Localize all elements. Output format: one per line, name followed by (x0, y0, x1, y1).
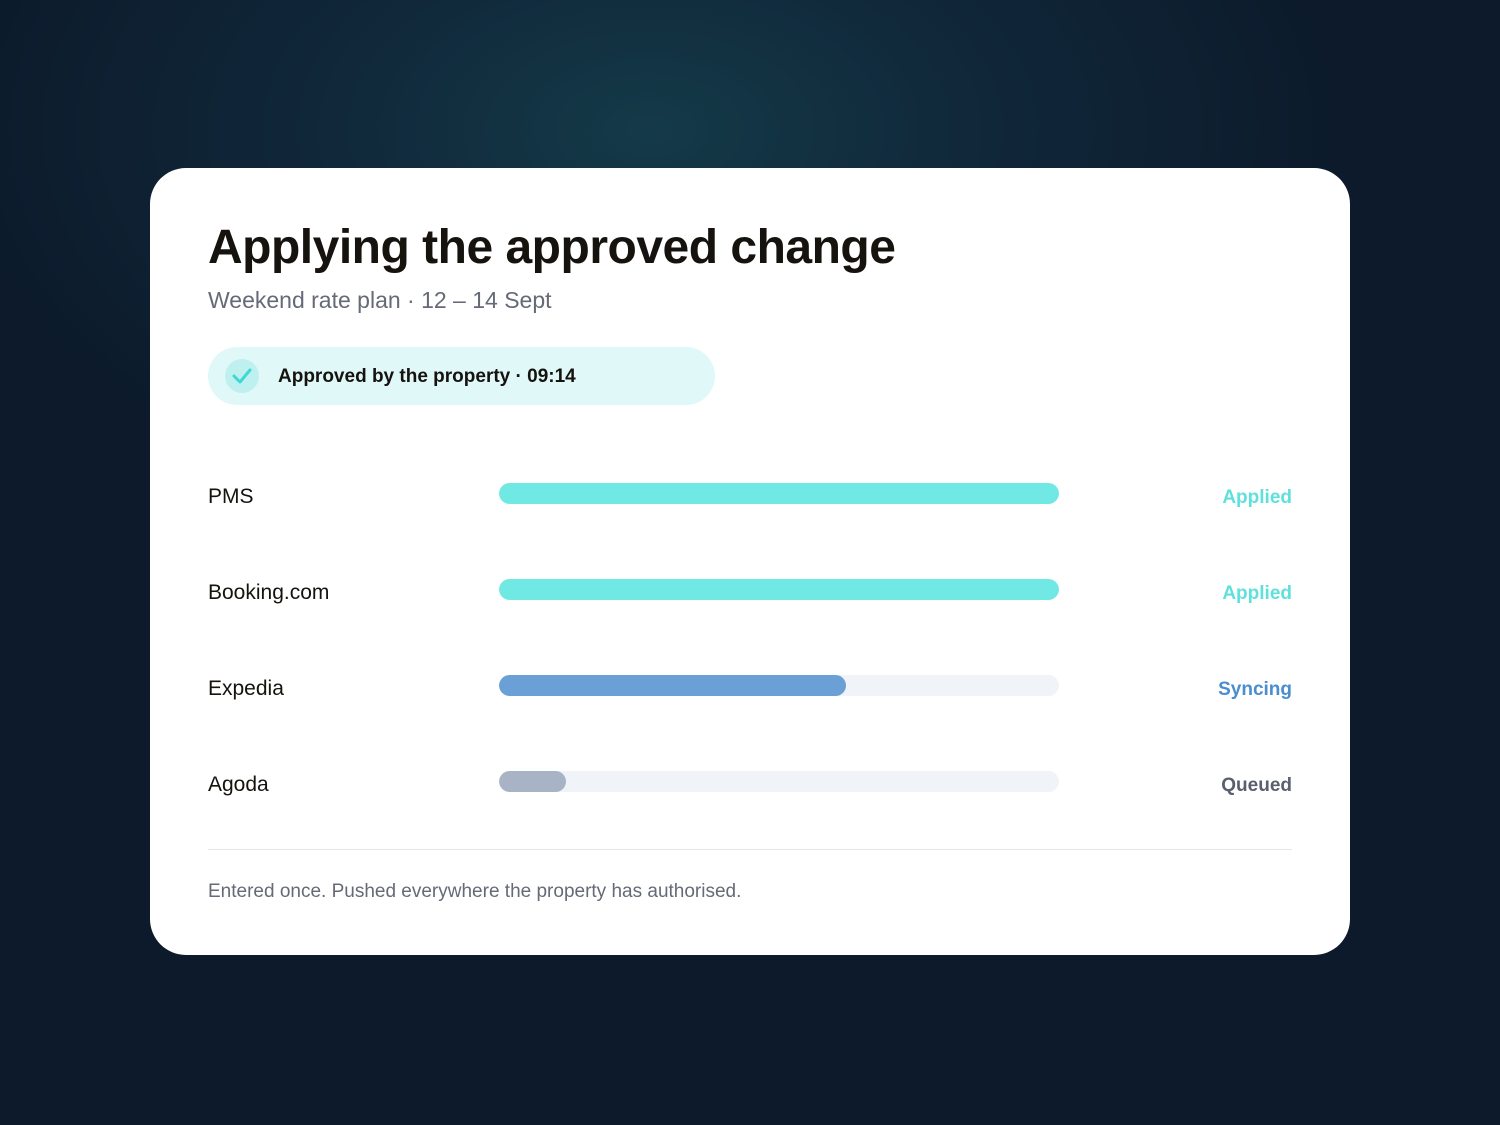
status-label: Applied (1222, 487, 1292, 508)
channel-name: Booking.com (208, 581, 330, 604)
progress-fill (499, 483, 1059, 504)
channel-row: Booking.com Applied (208, 579, 1292, 609)
status-label: Queued (1221, 775, 1292, 796)
status-label: Applied (1222, 583, 1292, 604)
card: Applying the approved change Weekend rat… (150, 168, 1350, 955)
title: Applying the approved change (208, 221, 896, 274)
subtitle: Weekend rate plan · 12 – 14 Sept (208, 287, 552, 313)
progress-track (499, 675, 1059, 696)
progress-track (499, 579, 1059, 600)
channel-name: Expedia (208, 677, 284, 700)
channel-row: Agoda Queued (208, 771, 1292, 801)
footer-note: Entered once. Pushed everywhere the prop… (208, 881, 742, 902)
channel-row: Expedia Syncing (208, 675, 1292, 705)
badge-text: Approved by the property · 09:14 (278, 366, 576, 387)
approval-badge: Approved by the property · 09:14 (208, 347, 715, 405)
progress-fill (499, 579, 1059, 600)
status-label: Syncing (1218, 679, 1292, 700)
divider (208, 849, 1292, 850)
channel-name: PMS (208, 485, 254, 508)
channel-name: Agoda (208, 773, 269, 796)
progress-fill (499, 675, 847, 696)
channel-row: PMS Applied (208, 483, 1292, 513)
check-icon (225, 359, 259, 393)
progress-track (499, 483, 1059, 504)
progress-fill (499, 771, 567, 792)
progress-track (499, 771, 1059, 792)
